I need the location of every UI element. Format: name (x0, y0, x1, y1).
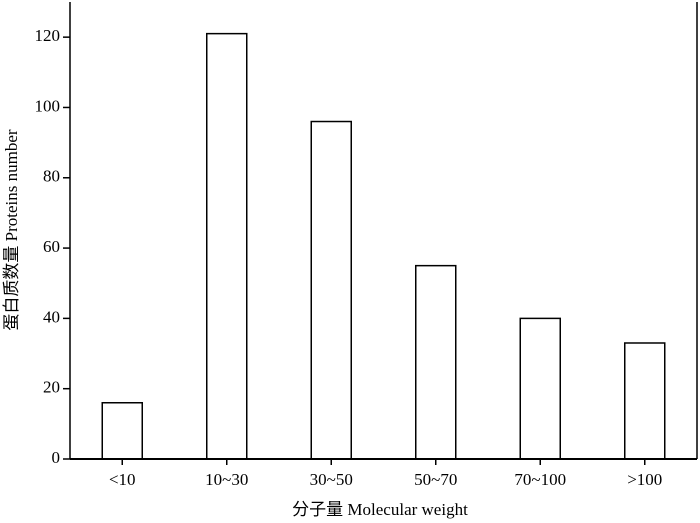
y-tick-label: 100 (35, 96, 61, 115)
y-tick-label: 80 (43, 167, 60, 186)
x-axis-label: 分子量 Molecular weight (292, 500, 468, 519)
y-tick-label: 120 (35, 26, 61, 45)
y-tick-label: 40 (43, 307, 60, 326)
bar (415, 264, 457, 460)
bar (310, 120, 352, 460)
y-tick-label: 0 (52, 448, 61, 467)
x-tick-label: 30~50 (310, 470, 353, 489)
y-tick-label: 60 (43, 237, 60, 256)
bar (624, 342, 666, 460)
x-tick-label: <10 (109, 470, 136, 489)
x-tick-label: 70~100 (514, 470, 566, 489)
bar (206, 32, 248, 460)
bar (101, 402, 143, 460)
x-tick-label: 50~70 (414, 470, 457, 489)
y-tick-label: 20 (43, 378, 60, 397)
x-tick-label: >100 (627, 470, 662, 489)
y-axis-label: 蛋白质数量 Proteins number (2, 129, 21, 330)
x-tick-label: 10~30 (205, 470, 248, 489)
bar (519, 317, 561, 460)
